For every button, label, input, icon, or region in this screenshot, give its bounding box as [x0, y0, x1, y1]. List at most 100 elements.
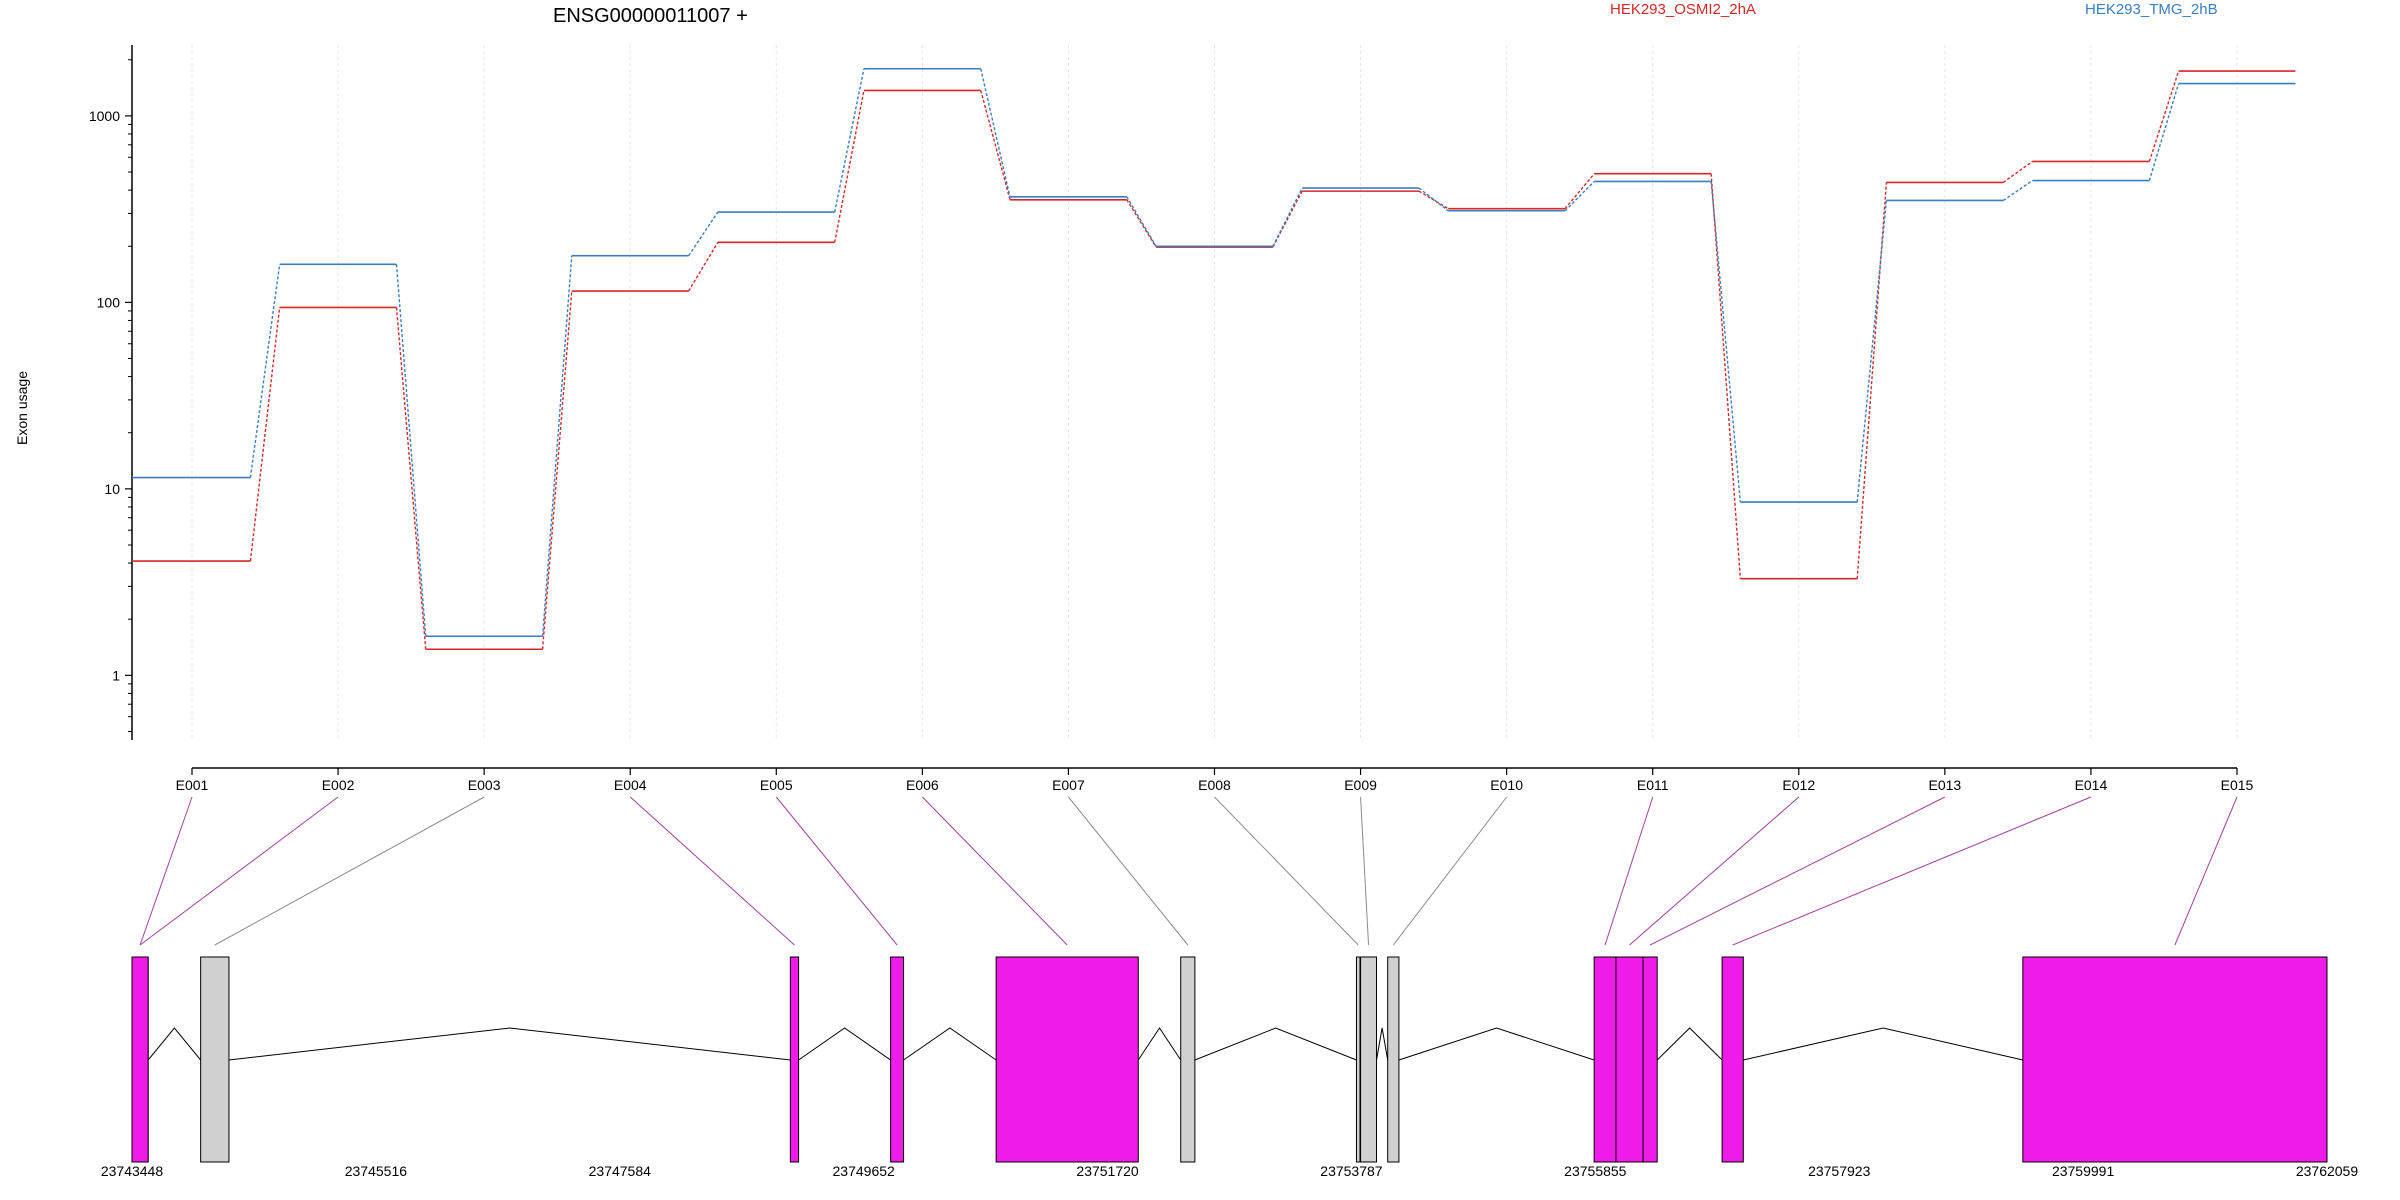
y-axis: 1 10 100 1000	[89, 45, 133, 740]
exon-box	[1180, 956, 1196, 1163]
genomic-tick-label: 23743448	[101, 1163, 164, 1179]
series-connector	[395, 264, 427, 637]
series-connector	[395, 307, 427, 650]
genomic-tick-label: 23751720	[1076, 1163, 1139, 1179]
x-tick-label: E011	[1637, 777, 1669, 793]
exon-connector	[1360, 796, 1370, 946]
exon-box	[1360, 956, 1378, 1163]
series-connector	[980, 90, 1011, 200]
x-tick-label: E008	[1198, 777, 1231, 793]
series-connector	[980, 68, 1011, 198]
intron-line	[1743, 1027, 2023, 1061]
y-tick-label: 1000	[89, 108, 120, 124]
exon-boxes	[131, 956, 2328, 1163]
series-connector	[1272, 190, 1303, 248]
y-tick-label: 10	[104, 481, 120, 497]
exon-box	[1642, 956, 1658, 1163]
x-tick-label: E004	[614, 777, 647, 793]
exon-connector	[1649, 796, 1946, 946]
exon-box	[890, 956, 905, 1163]
exon-connector	[1214, 796, 1359, 946]
exon-box	[2022, 956, 2328, 1163]
intron-line	[147, 1027, 202, 1061]
genomic-tick-label: 23745516	[345, 1163, 408, 1179]
series-connector	[1564, 173, 1595, 210]
series-connector	[1418, 190, 1449, 210]
intron-line	[1194, 1027, 1357, 1061]
intron-line	[228, 1027, 791, 1061]
x-tick-label: E013	[1929, 777, 1962, 793]
x-tick-label: E006	[906, 777, 939, 793]
intron-line	[1376, 1027, 1389, 1061]
x-tick-label: E012	[1782, 777, 1815, 793]
series-2	[132, 67, 2296, 638]
intron-lines	[147, 1027, 2023, 1061]
exon-connector	[214, 796, 485, 946]
series-connector	[1126, 199, 1157, 248]
exon-connector	[921, 796, 1068, 946]
exon-box	[1721, 956, 1744, 1163]
series-connector	[1126, 196, 1157, 247]
series-connector	[1272, 187, 1303, 247]
x-axis: E001 E002 E003 E004 E005 E006 E007 E008 E009 E010…	[176, 767, 2254, 793]
genomic-tick-label: 23759991	[2052, 1163, 2115, 1179]
exon-connector	[1604, 796, 1654, 946]
x-tick-label: E002	[322, 777, 355, 793]
genomic-tick-label: 23753787	[1320, 1163, 1383, 1179]
legend-series-2: HEK293_TMG_2hB	[2085, 1, 2218, 18]
genomic-tick-label: 23762059	[2296, 1163, 2359, 1179]
series-connector	[249, 307, 281, 562]
intron-line	[903, 1027, 997, 1061]
series-connector	[1418, 187, 1449, 212]
exon-box	[1593, 956, 1617, 1163]
genomic-tick-label: 23757923	[1808, 1163, 1871, 1179]
intron-line	[1137, 1027, 1182, 1061]
exon-box	[789, 956, 800, 1163]
x-tick-label: E010	[1490, 777, 1523, 793]
x-tick-label: E009	[1344, 777, 1377, 793]
series-connector	[541, 291, 573, 650]
y-tick-label: 1	[112, 667, 120, 683]
series-connector	[2148, 83, 2180, 181]
exon-box	[1355, 956, 1361, 1163]
series-connector	[688, 211, 719, 257]
y-tick-label: 100	[97, 294, 121, 310]
x-tick-label: E007	[1052, 777, 1085, 793]
x-tick-label: E014	[2075, 777, 2108, 793]
series-connector	[2002, 160, 2033, 183]
intron-line	[1398, 1027, 1595, 1061]
series-connector	[1564, 180, 1595, 212]
y-axis-title: Exon usage	[14, 371, 30, 445]
series-1	[132, 70, 2296, 651]
series-connector	[2148, 70, 2180, 162]
exon-connector	[1629, 796, 1800, 946]
exon-box	[131, 956, 149, 1163]
intron-line	[1656, 1027, 1723, 1061]
exon-connector	[1068, 796, 1189, 946]
series-connector	[834, 90, 865, 243]
x-tick-label: E005	[760, 777, 793, 793]
genomic-tick-label: 23747584	[589, 1163, 652, 1179]
x-tick-label: E003	[468, 777, 501, 793]
series-connector	[1856, 182, 1888, 579]
series-lines	[132, 67, 2296, 651]
x-tick-label: E015	[2221, 777, 2254, 793]
genomic-tick-label: 23749652	[833, 1163, 896, 1179]
exon-connectors	[139, 796, 2238, 946]
series-connector	[688, 241, 719, 292]
exon-box	[1387, 956, 1400, 1163]
exon-box	[995, 956, 1139, 1163]
exon-connector	[1392, 796, 1508, 946]
exon-box	[200, 956, 230, 1163]
exon-connector	[139, 796, 339, 946]
exon-connector	[2174, 796, 2238, 946]
series-connector	[1710, 181, 1742, 503]
exon-box	[1615, 956, 1644, 1163]
genomic-axis: 23743448 23745516 23747584 23749652 23751720…	[101, 1163, 2359, 1179]
series-connector	[249, 264, 281, 478]
series-connector	[834, 68, 865, 213]
exon-connector	[139, 796, 193, 946]
exon-connector	[775, 796, 898, 946]
x-tick-label: E001	[176, 777, 209, 793]
